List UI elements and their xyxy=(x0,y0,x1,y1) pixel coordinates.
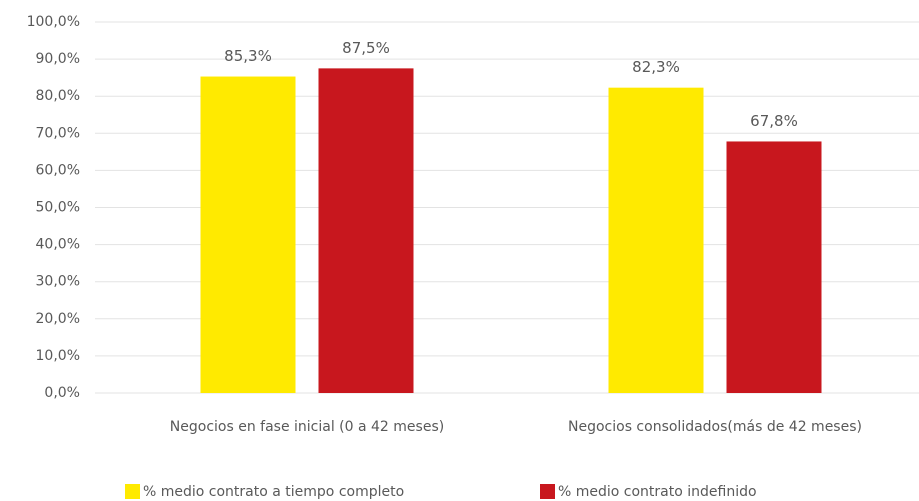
data-label: 85,3% xyxy=(224,47,272,65)
y-tick-label: 70,0% xyxy=(36,125,80,141)
y-tick-label: 100,0% xyxy=(27,14,80,30)
data-label: 67,8% xyxy=(750,112,798,130)
bar xyxy=(726,141,822,393)
x-tick-label: Negocios en fase inicial (0 a 42 meses) xyxy=(170,419,444,435)
y-tick-label: 50,0% xyxy=(36,200,80,216)
y-tick-label: 40,0% xyxy=(36,237,80,253)
y-tick-label: 30,0% xyxy=(36,274,80,290)
bar xyxy=(608,87,704,394)
bar xyxy=(200,76,296,394)
y-tick-label: 90,0% xyxy=(36,51,80,67)
legend-label: % medio contrato indefinido xyxy=(558,484,757,500)
legend-swatch xyxy=(125,484,140,499)
y-tick-label: 20,0% xyxy=(36,311,80,327)
legend-swatch xyxy=(540,484,555,499)
bar xyxy=(318,68,414,393)
y-tick-label: 0,0% xyxy=(44,385,80,401)
legend-label: % medio contrato a tiempo completo xyxy=(143,484,404,500)
y-tick-label: 60,0% xyxy=(36,162,80,178)
data-label: 87,5% xyxy=(342,39,390,57)
data-label: 82,3% xyxy=(632,58,680,76)
y-tick-label: 10,0% xyxy=(36,348,80,364)
x-tick-label: Negocios consolidados(más de 42 meses) xyxy=(568,419,862,435)
y-tick-label: 80,0% xyxy=(36,88,80,104)
